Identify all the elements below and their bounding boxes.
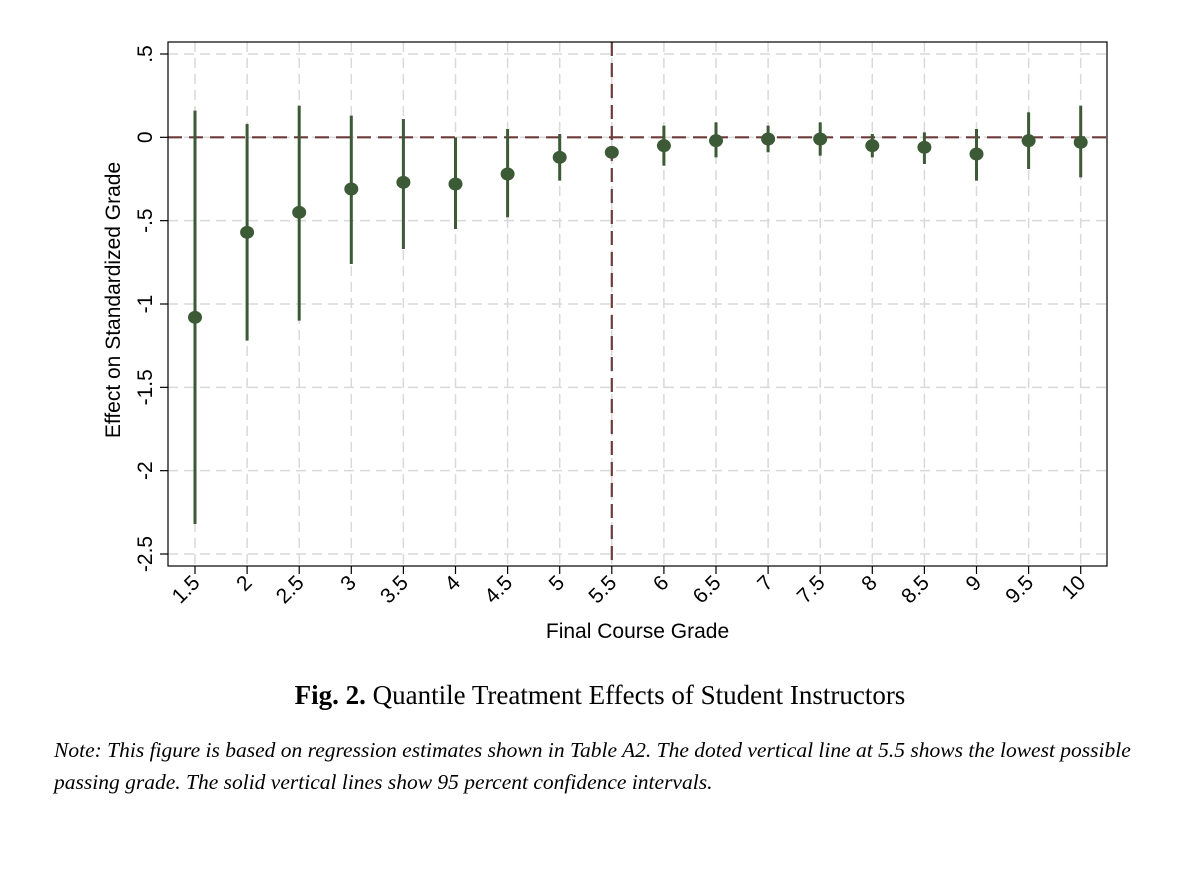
x-tick-label: 3 (336, 571, 361, 596)
point-estimate (188, 310, 202, 324)
x-tick-label: 9.5 (1001, 571, 1038, 608)
figure-title: Quantile Treatment Effects of Student In… (372, 680, 906, 710)
x-tick-label: 5 (545, 571, 570, 596)
point-estimate (552, 150, 567, 164)
point-estimate (1021, 134, 1036, 148)
reference-lines (168, 42, 1107, 566)
figure-label: Fig. 2. (294, 680, 366, 710)
x-tick-label: 4.5 (480, 571, 517, 608)
x-tick-label: 4 (441, 571, 466, 596)
x-tick-label: 3.5 (376, 571, 413, 608)
x-tick-label: 6.5 (689, 571, 726, 608)
x-tick-label: 9 (962, 571, 987, 596)
gridlines (168, 42, 1107, 566)
y-tick-label: -2.5 (134, 536, 157, 572)
x-tick-label: 8.5 (897, 571, 934, 608)
figure-note: Note: This figure is based on regression… (54, 738, 1131, 794)
point-estimate (865, 139, 880, 153)
y-tick-label: -.5 (134, 208, 157, 233)
point-estimate (1073, 135, 1088, 149)
x-axis-title: Final Course Grade (546, 620, 729, 643)
x-tick-label: 8 (857, 571, 882, 596)
x-tick-label: 10 (1057, 571, 1090, 604)
point-estimate (656, 139, 671, 153)
y-tick-label: 0 (134, 131, 157, 143)
point-estimate (917, 140, 932, 154)
point-estimate (604, 145, 619, 159)
x-tick-label: 6 (649, 571, 674, 596)
figure-caption: Fig. 2. Quantile Treatment Effects of St… (0, 680, 1200, 711)
point-estimate (396, 175, 411, 189)
y-tick-label: -1.5 (134, 369, 157, 405)
point-estimate (292, 205, 307, 219)
y-tick-label: .5 (134, 45, 157, 63)
x-tick-label: 7.5 (793, 571, 830, 608)
point-estimates (188, 132, 1088, 324)
x-tick-label: 7 (753, 571, 778, 596)
x-tick-label: 2.5 (272, 571, 309, 608)
point-estimate (761, 132, 776, 146)
x-tick-label: 5.5 (584, 571, 621, 608)
x-tick-label: 1.5 (168, 571, 205, 608)
point-estimate (969, 147, 984, 161)
y-axis-title: Effect on Standardized Grade (102, 162, 125, 438)
x-tick-label: 2 (232, 571, 257, 596)
point-estimate (344, 182, 359, 196)
point-estimate (448, 177, 463, 191)
point-estimate (813, 132, 828, 146)
y-tick-label: -2 (134, 461, 157, 480)
point-estimate (500, 167, 515, 181)
chart: .5 0 -.5 -1 -1.5 -2 -2.5 1.5 2 2.5 3 3.5 4 4.5 5 5.5 6 6.… (102, 41, 1108, 643)
point-estimate (709, 134, 723, 148)
confidence-intervals (193, 105, 1083, 524)
y-tick-label: -1 (134, 295, 157, 314)
point-estimate (240, 225, 255, 239)
